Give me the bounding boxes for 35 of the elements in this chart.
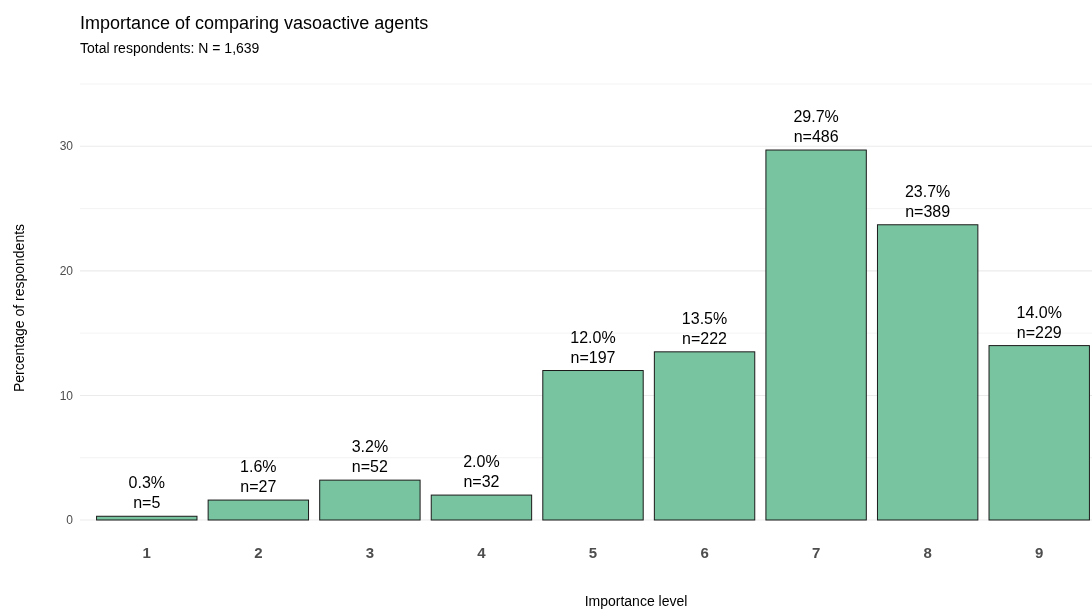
y-tick-label: 0 xyxy=(66,513,74,528)
x-axis-title: Importance level xyxy=(584,593,688,609)
bar xyxy=(765,149,867,521)
bar xyxy=(430,494,533,521)
data-label: 14.0% n=229 xyxy=(1016,303,1062,341)
bar xyxy=(96,515,198,521)
chart-title: Importance of comparing vasoactive agents xyxy=(80,13,429,33)
chart-subtitle: Total respondents: N = 1,639 xyxy=(80,40,260,56)
bar xyxy=(653,351,756,521)
x-tick-label: 3 xyxy=(365,544,375,561)
x-tick-label: 7 xyxy=(811,544,821,561)
data-label: 13.5% n=222 xyxy=(681,309,728,347)
y-tick-label: 10 xyxy=(59,388,74,403)
bar xyxy=(876,224,979,521)
data-label: 23.7% n=389 xyxy=(904,182,951,220)
x-tick-label: 4 xyxy=(477,544,487,561)
x-tick-label: 2 xyxy=(254,544,263,561)
x-tick-label: 6 xyxy=(700,544,709,561)
x-tick-label: 8 xyxy=(923,544,932,561)
data-label: 29.7% n=486 xyxy=(793,108,839,146)
y-axis-title: Percentage of respondents xyxy=(11,223,27,393)
x-tick-label: 9 xyxy=(1035,544,1044,561)
x-tick-label: 1 xyxy=(142,544,151,561)
bar xyxy=(988,345,1090,521)
bar xyxy=(207,499,310,521)
bar xyxy=(542,370,644,521)
data-label: 12.0% n=197 xyxy=(570,328,616,366)
bar xyxy=(319,479,421,521)
y-tick-label: 20 xyxy=(59,264,74,279)
data-label: 0.3% n=5 xyxy=(128,474,166,512)
y-tick-label: 30 xyxy=(59,139,74,154)
x-tick-label: 5 xyxy=(588,544,598,561)
data-label: 1.6% n=27 xyxy=(240,458,277,496)
data-label: 2.0% n=32 xyxy=(463,453,500,491)
data-label: 3.2% n=52 xyxy=(351,438,389,476)
